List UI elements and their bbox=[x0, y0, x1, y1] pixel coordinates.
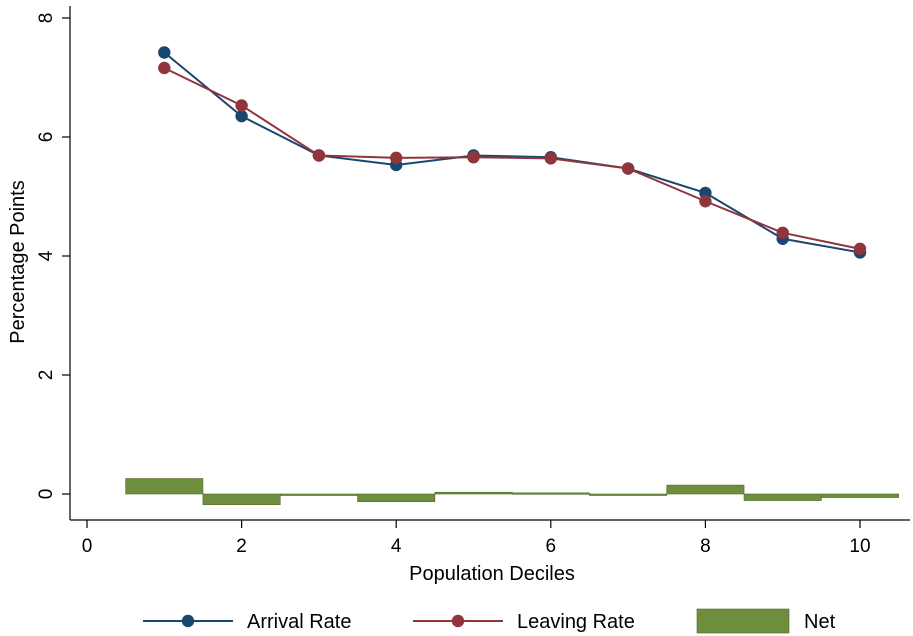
net-bar bbox=[666, 484, 745, 495]
leaving-rate-point bbox=[235, 99, 248, 112]
y-tick-label: 4 bbox=[36, 250, 57, 261]
legend-marker-arrival-rate bbox=[181, 614, 195, 628]
legend: Arrival Rate Leaving Rate Net bbox=[143, 608, 836, 634]
leaving-rate-point bbox=[776, 226, 789, 239]
x-tick-label: 6 bbox=[546, 536, 557, 557]
arrival-rate-point bbox=[235, 109, 248, 123]
leaving-rate-point bbox=[158, 61, 171, 75]
leaving-rate-point bbox=[390, 151, 403, 165]
legend-label-net: Net bbox=[804, 611, 836, 633]
y-axis-ticks: 0 2 4 6 8 bbox=[36, 13, 70, 500]
leaving-rate-point bbox=[853, 242, 867, 256]
x-tick-label: 10 bbox=[849, 536, 870, 557]
net-bar bbox=[125, 478, 204, 495]
net-bar bbox=[743, 493, 822, 501]
y-tick-label: 2 bbox=[36, 370, 57, 381]
leaving-rate-point bbox=[312, 149, 326, 162]
y-tick-label: 8 bbox=[36, 13, 57, 24]
leaving-rate-line bbox=[163, 67, 861, 250]
x-tick-label: 4 bbox=[391, 536, 402, 557]
y-tick-label: 6 bbox=[36, 132, 57, 143]
x-axis-title: Population Deciles bbox=[409, 563, 575, 585]
leaving-rate-point bbox=[544, 152, 557, 165]
legend-label-leaving-rate: Leaving Rate bbox=[517, 611, 635, 633]
arrival-rate-line bbox=[163, 51, 861, 254]
leaving-rate-point bbox=[621, 162, 635, 175]
legend-label-arrival-rate: Arrival Rate bbox=[247, 611, 351, 633]
x-tick-label: 8 bbox=[700, 536, 711, 557]
legend-swatch-net bbox=[696, 608, 790, 634]
net-bar bbox=[357, 493, 436, 503]
net-bar bbox=[434, 491, 513, 495]
net-bar bbox=[279, 493, 358, 496]
net-bar bbox=[202, 493, 281, 506]
x-tick-label: 2 bbox=[236, 536, 247, 557]
plot-area bbox=[125, 46, 899, 506]
net-bar bbox=[821, 493, 899, 498]
net-bar bbox=[511, 492, 590, 495]
x-tick-label: 0 bbox=[82, 536, 93, 557]
arrival-rate-point bbox=[158, 46, 171, 59]
x-axis-ticks: 0 2 4 6 8 10 bbox=[82, 520, 871, 557]
y-tick-label: 0 bbox=[36, 489, 57, 500]
leaving-rate-point bbox=[467, 151, 480, 164]
legend-marker-leaving-rate bbox=[451, 614, 465, 628]
net-bar bbox=[589, 493, 668, 496]
leaving-rate-point bbox=[699, 195, 712, 208]
y-axis-title: Percentage Points bbox=[7, 180, 29, 343]
